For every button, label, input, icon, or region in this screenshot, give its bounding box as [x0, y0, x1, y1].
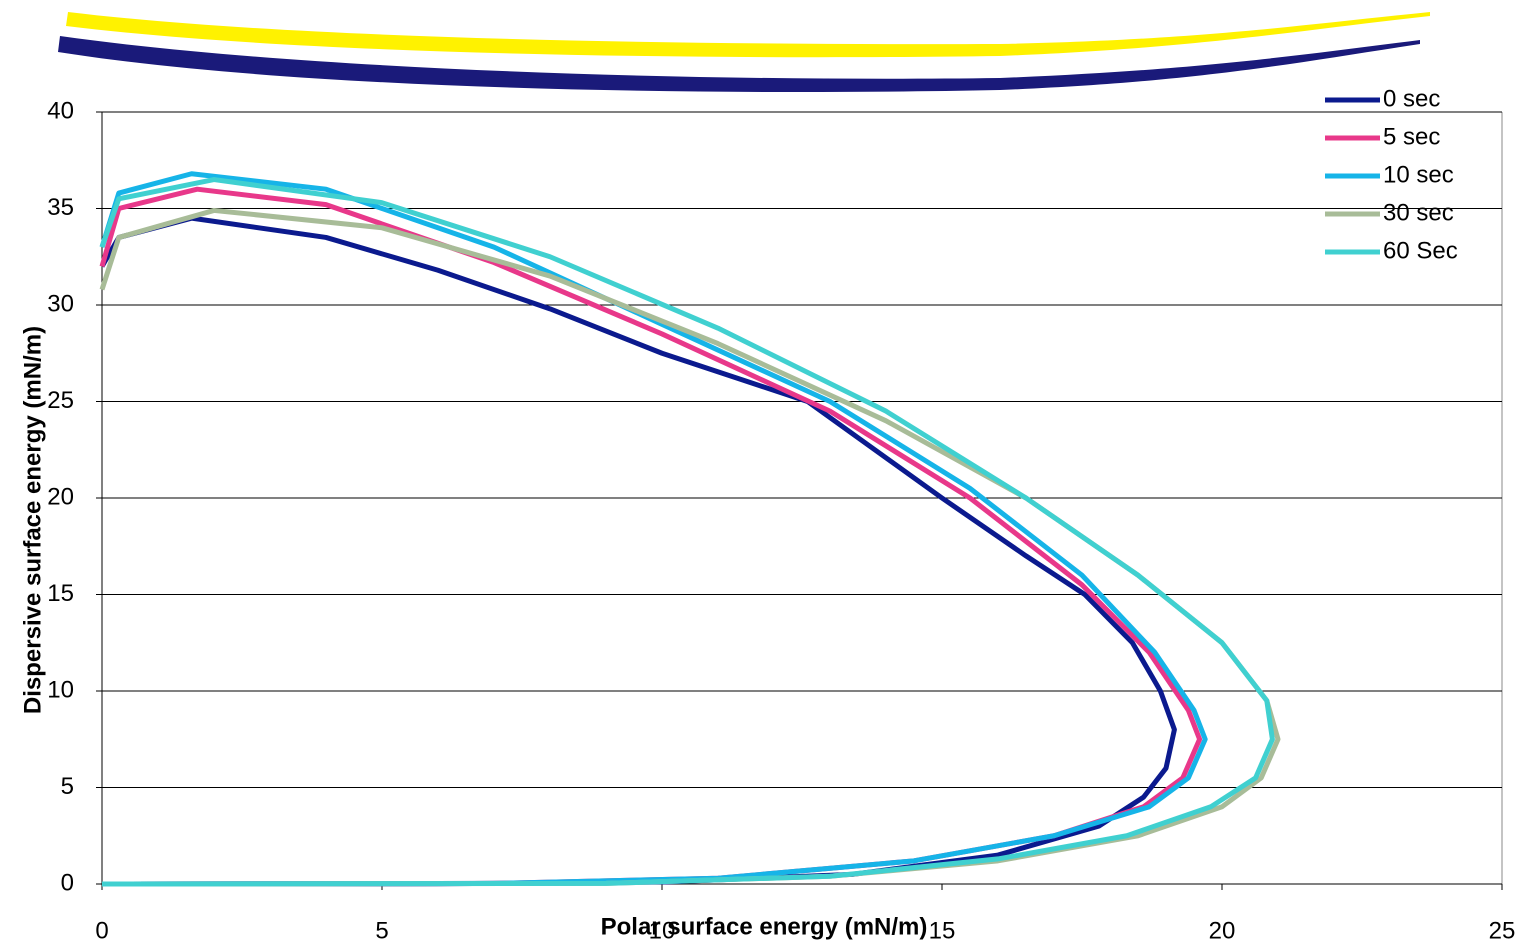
x-tick-label: 5	[375, 917, 388, 944]
series-line	[102, 180, 1272, 884]
y-tick-label: 35	[47, 194, 74, 221]
decor-swoosh-yellow	[66, 12, 1430, 57]
y-tick-label: 5	[61, 773, 74, 800]
legend-label: 0 sec	[1383, 85, 1440, 112]
y-tick-label: 0	[61, 869, 74, 896]
y-tick-label: 10	[47, 676, 74, 703]
x-tick-label: 0	[95, 917, 108, 944]
x-tick-label: 25	[1489, 917, 1516, 944]
series-line	[102, 174, 1205, 884]
legend-label: 5 sec	[1383, 123, 1440, 150]
y-axis-title: Dispersive surface energy (mN/m)	[19, 326, 46, 714]
y-tick-label: 15	[47, 580, 74, 607]
legend-label: 10 sec	[1383, 161, 1454, 188]
legend-label: 60 Sec	[1383, 237, 1458, 264]
x-tick-label: 10	[649, 917, 676, 944]
x-tick-label: 20	[1209, 917, 1236, 944]
y-tick-label: 25	[47, 387, 74, 414]
legend-label: 30 sec	[1383, 199, 1454, 226]
chart: Polar surface energy (mN/m) Dispersive s…	[0, 0, 1524, 948]
x-tick-label: 15	[929, 917, 956, 944]
series-line	[102, 218, 1174, 884]
y-tick-label: 40	[47, 97, 74, 124]
y-tick-label: 30	[47, 290, 74, 317]
y-tick-label: 20	[47, 483, 74, 510]
